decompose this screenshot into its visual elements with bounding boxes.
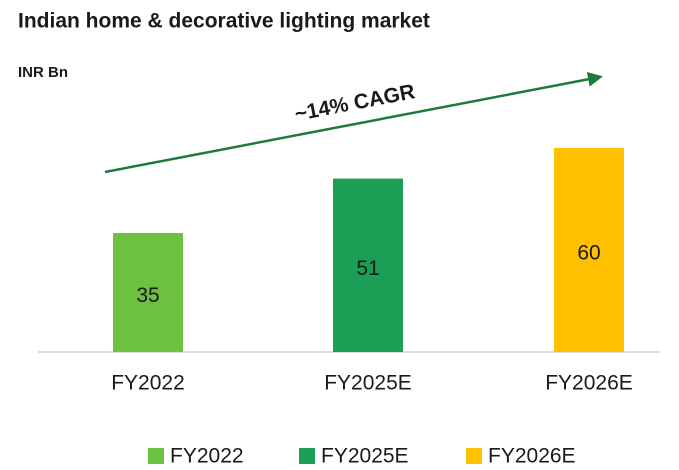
- data-label: 51: [356, 257, 379, 280]
- legend-label: FY2026E: [488, 445, 576, 468]
- bar: [554, 148, 624, 352]
- x-tick-label: FY2025E: [324, 372, 412, 395]
- legend-label: FY2022: [170, 445, 244, 468]
- chart-title: Indian home & decorative lighting market: [18, 10, 430, 33]
- data-label: 35: [136, 284, 159, 307]
- legend-swatch: [466, 448, 482, 464]
- trend-arrow: [104, 71, 603, 174]
- legend-swatch: [299, 448, 315, 464]
- legend-label: FY2025E: [321, 445, 409, 468]
- cagr-annotation: ~14% CAGR: [293, 80, 417, 126]
- x-tick-label: FY2022: [111, 372, 185, 395]
- y-axis-label: INR Bn: [18, 64, 68, 81]
- x-tick-label: FY2026E: [545, 372, 633, 395]
- legend-swatch: [148, 448, 164, 464]
- bar: [333, 178, 403, 352]
- bar: [113, 233, 183, 352]
- data-label: 60: [577, 242, 600, 265]
